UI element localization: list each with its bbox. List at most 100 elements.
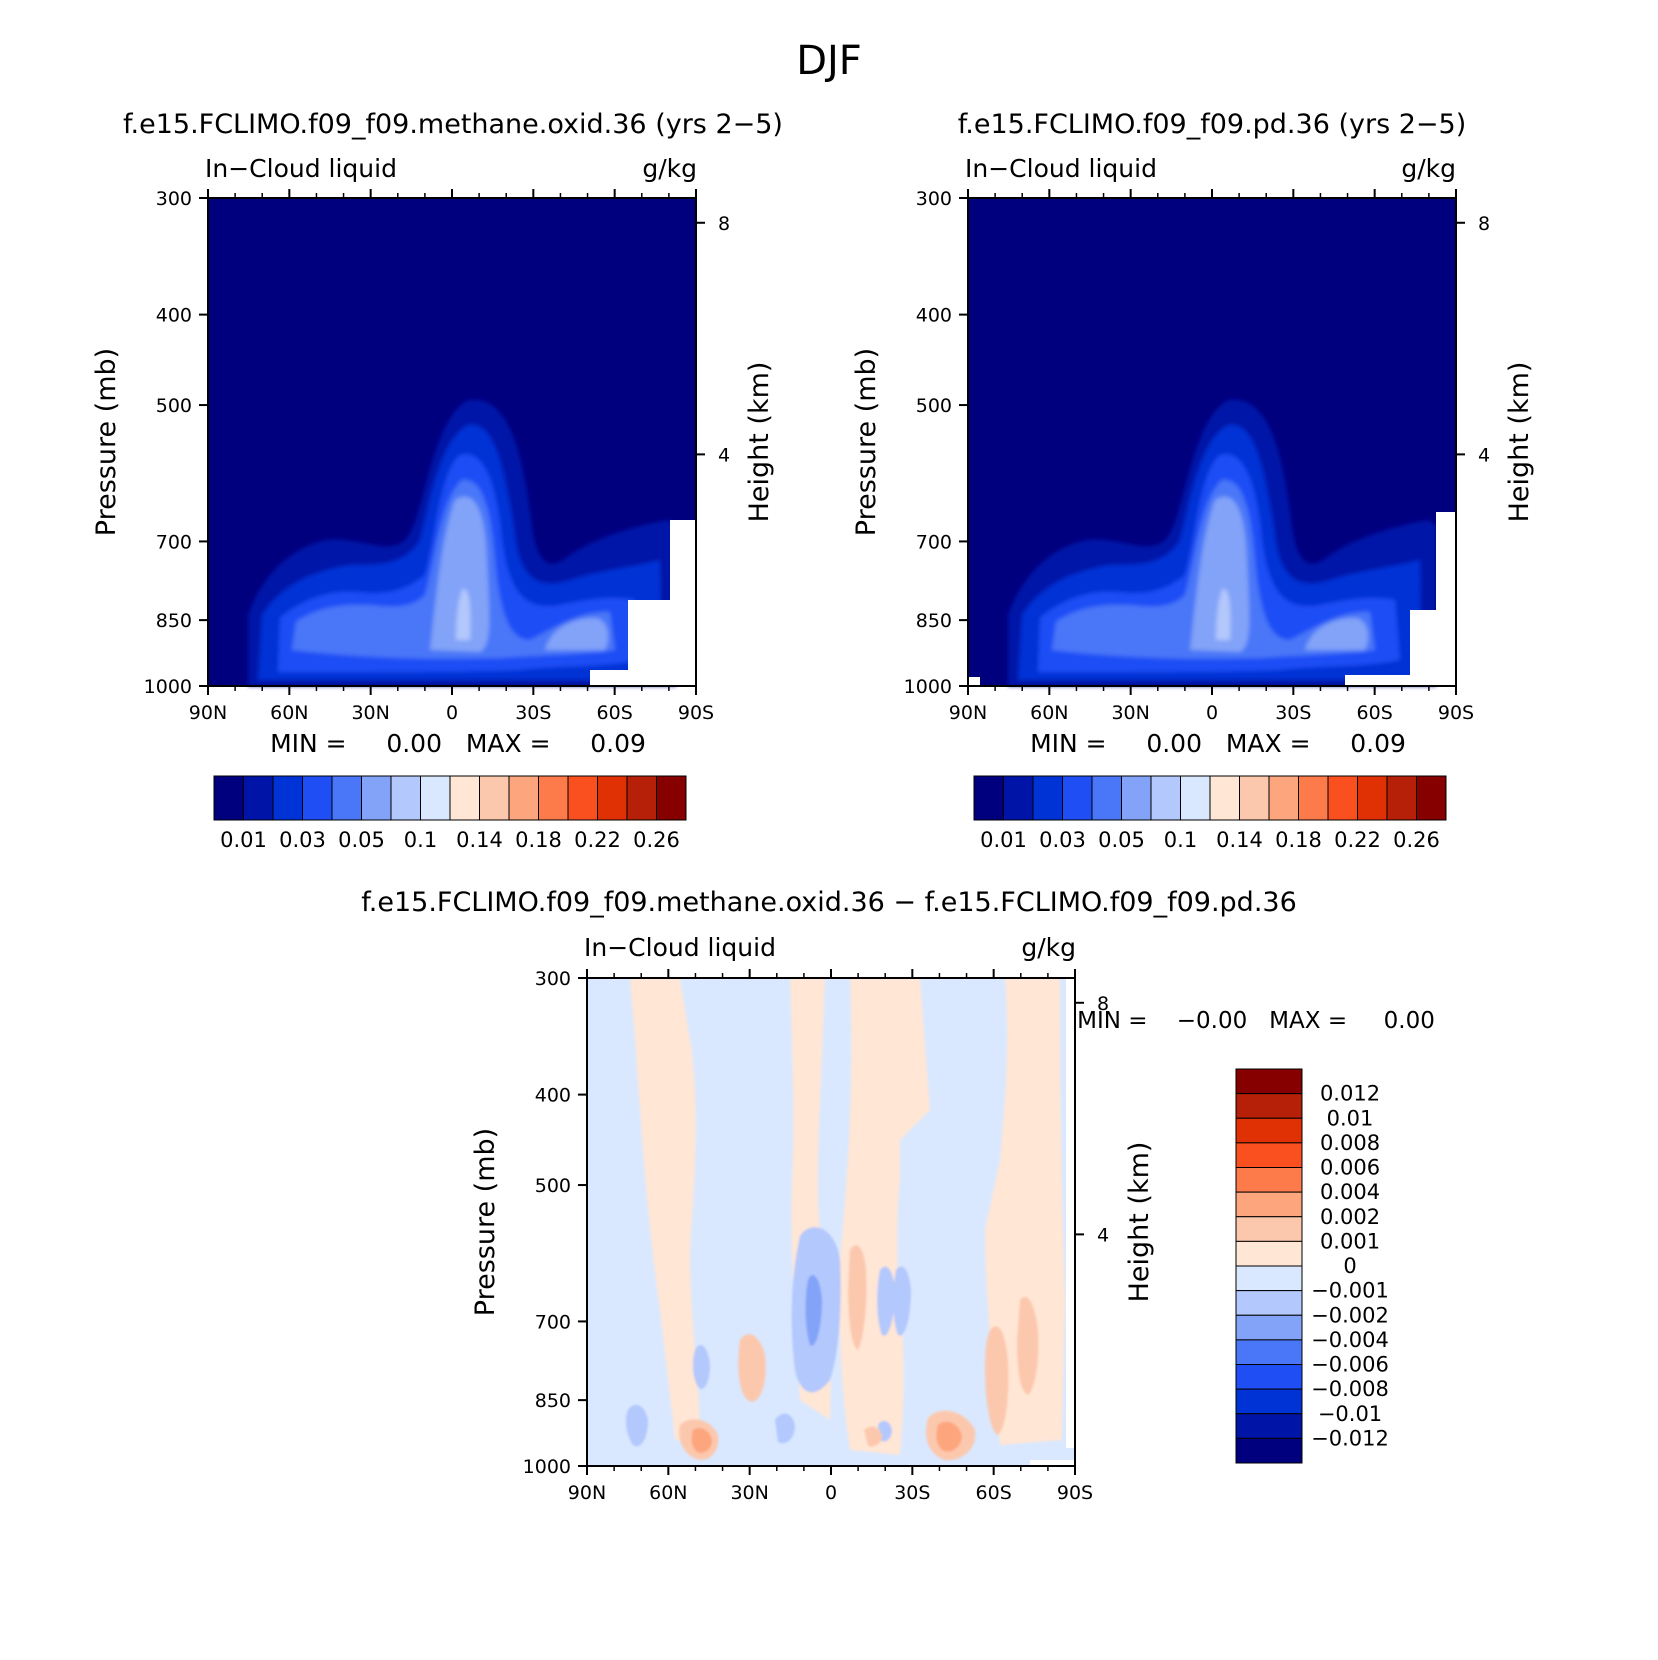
colorbar-swatch bbox=[1235, 1068, 1303, 1095]
y-tick-label: 400 bbox=[156, 305, 192, 327]
missing-data bbox=[670, 520, 696, 605]
colorbar-swatch bbox=[1032, 775, 1063, 821]
colorbar-swatch bbox=[1235, 1167, 1303, 1193]
y2-axis: 84 bbox=[696, 213, 730, 466]
colorbar-swatch bbox=[449, 775, 480, 821]
y2-axis-title: Height (km) bbox=[1504, 362, 1535, 523]
colorbar-label: 0.14 bbox=[1216, 828, 1263, 852]
contour-negative-patch bbox=[595, 1000, 615, 1120]
x-tick-label: 30N bbox=[730, 1482, 768, 1504]
colorbar-label: 0.26 bbox=[1393, 828, 1440, 852]
colorbar-swatch bbox=[1062, 775, 1093, 821]
colorbar-swatch bbox=[1091, 775, 1122, 821]
colorbar-swatch bbox=[1239, 775, 1270, 821]
plot-area bbox=[207, 197, 697, 687]
colorbar-swatch bbox=[331, 775, 362, 821]
x-tick-label: 90S bbox=[1057, 1482, 1093, 1504]
x-tick-label: 60S bbox=[976, 1482, 1012, 1504]
colorbar-label: 0.14 bbox=[456, 828, 503, 852]
units-label: g/kg bbox=[1401, 154, 1456, 183]
contour-0.07 bbox=[456, 589, 471, 640]
colorbar-swatch bbox=[1150, 775, 1181, 821]
y-tick-label: 300 bbox=[535, 968, 571, 990]
units-label: g/kg bbox=[1021, 933, 1076, 962]
x-tick-label: 30S bbox=[894, 1482, 930, 1504]
x-tick-label: 90N bbox=[189, 702, 227, 724]
colorbar-swatch bbox=[1235, 1364, 1303, 1390]
y-tick-label: 500 bbox=[916, 395, 952, 417]
y-axis: 300 400 500 700 850 1000 bbox=[904, 188, 968, 698]
y2-axis: 84 bbox=[1456, 213, 1490, 466]
y2-axis: 84 bbox=[1075, 993, 1109, 1246]
x-tick-label: 0 bbox=[1206, 702, 1218, 724]
colorbar-swatch bbox=[1235, 1191, 1303, 1218]
colorbar-label: 0.012 bbox=[1320, 1082, 1380, 1106]
colorbar-swatch bbox=[1235, 1437, 1303, 1464]
units-label: g/kg bbox=[642, 154, 697, 183]
contour-pos-0.001 bbox=[679, 1245, 1039, 1461]
contour-0.05 bbox=[1190, 496, 1368, 652]
x-axis: 90N 60N 30N 0 30S 60S 90S bbox=[568, 969, 1093, 1504]
colorbar-swatch bbox=[626, 775, 657, 821]
colorbar-swatch bbox=[420, 775, 451, 821]
colorbar-label: 0 bbox=[1343, 1254, 1356, 1278]
x-tick-label: 0 bbox=[825, 1482, 837, 1504]
colorbar-label: 0.22 bbox=[574, 828, 621, 852]
colorbar-swatch bbox=[479, 775, 510, 821]
x-axis: 90N 60N 30N 0 30S 60S 90S bbox=[189, 189, 714, 724]
y-tick-label: 700 bbox=[535, 1311, 571, 1333]
page-title: DJF bbox=[796, 38, 862, 84]
colorbar-swatch bbox=[597, 775, 628, 821]
x-tick-label: 90S bbox=[1438, 702, 1474, 724]
colorbar-swatch bbox=[973, 775, 1004, 821]
y2-axis-title: Height (km) bbox=[744, 362, 775, 523]
colorbar-label: 0.01 bbox=[1327, 1106, 1374, 1130]
colorbar-label: −0.002 bbox=[1311, 1303, 1389, 1327]
missing-data bbox=[1030, 1460, 1075, 1466]
x-tick-label: 60S bbox=[597, 702, 633, 724]
colorbar-swatch bbox=[390, 775, 421, 821]
panel-methane-oxid: f.e15.FCLIMO.f09_f09.methane.oxid.36 (yr… bbox=[91, 109, 783, 852]
colorbar-swatch bbox=[508, 775, 539, 821]
x-tick-label: 30N bbox=[351, 702, 389, 724]
x-tick-label: 30S bbox=[515, 702, 551, 724]
variable-label: In−Cloud liquid bbox=[584, 933, 776, 962]
colorbar-swatch bbox=[1268, 775, 1299, 821]
colorbar-label: 0.01 bbox=[980, 828, 1027, 852]
y-axis: 300 400 500 700 850 1000 bbox=[523, 968, 587, 1478]
missing-data bbox=[1066, 978, 1075, 1448]
colorbar-swatch bbox=[1235, 1413, 1303, 1439]
colorbar-label: 0.05 bbox=[1098, 828, 1145, 852]
colorbar-label: 0.001 bbox=[1320, 1229, 1380, 1253]
stats-line: MIN = −0.00 MAX = 0.00 bbox=[1077, 1008, 1435, 1034]
missing-data bbox=[628, 600, 696, 672]
contour-0.07 bbox=[1216, 589, 1231, 640]
colorbar-swatch bbox=[1298, 775, 1329, 821]
colorbar-label: 0.26 bbox=[633, 828, 680, 852]
x-tick-label: 60N bbox=[1030, 702, 1068, 724]
colorbar-label: 0.05 bbox=[338, 828, 385, 852]
colorbar-label: 0.1 bbox=[404, 828, 437, 852]
colorbar-swatch bbox=[213, 775, 244, 821]
variable-label: In−Cloud liquid bbox=[965, 154, 1157, 183]
y-tick-label: 500 bbox=[156, 395, 192, 417]
x-tick-label: 60N bbox=[649, 1482, 687, 1504]
colorbar-label: −0.006 bbox=[1311, 1353, 1389, 1377]
colorbar-swatch bbox=[1121, 775, 1152, 821]
y2-tick-label: 8 bbox=[718, 213, 730, 235]
colorbar-label: 0.18 bbox=[1275, 828, 1322, 852]
y2-tick-label: 8 bbox=[1097, 993, 1109, 1015]
colorbar-swatch bbox=[1235, 1314, 1303, 1341]
missing-data bbox=[590, 670, 696, 686]
colorbar-label: 0.004 bbox=[1320, 1180, 1380, 1204]
panel-title: f.e15.FCLIMO.f09_f09.pd.36 (yrs 2−5) bbox=[958, 109, 1466, 140]
colorbar: 0.0120.010.0080.0060.0040.0020.0010−0.00… bbox=[1235, 1068, 1389, 1464]
x-tick-label: 30N bbox=[1111, 702, 1149, 724]
colorbar-label: −0.01 bbox=[1318, 1402, 1382, 1426]
contour-negative-patch bbox=[928, 1107, 985, 1249]
colorbar-label: 0.03 bbox=[1039, 828, 1086, 852]
colorbar-swatch bbox=[1235, 1339, 1303, 1365]
x-tick-label: 60S bbox=[1357, 702, 1393, 724]
colorbar-swatch bbox=[243, 775, 274, 821]
